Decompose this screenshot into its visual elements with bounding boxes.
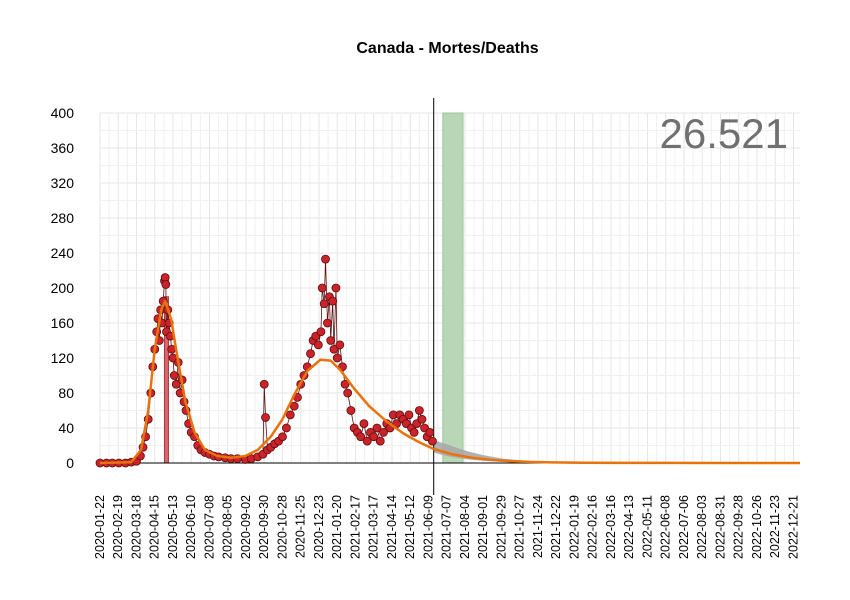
highlight-band-layer <box>442 112 464 464</box>
data-point <box>379 427 388 437</box>
x-tick-label: 2022-03-16 <box>604 495 618 559</box>
y-tick-label: 80 <box>58 385 74 401</box>
data-point <box>285 410 295 420</box>
x-tick-label: 2020-02-19 <box>111 495 125 559</box>
total-deaths-label: 26.521 <box>660 110 788 157</box>
data-point <box>161 280 171 289</box>
data-point <box>331 283 341 293</box>
data-point <box>356 432 366 442</box>
data-point <box>169 371 179 380</box>
y-tick-label: 360 <box>51 140 75 156</box>
x-tick-label: 2021-06-09 <box>421 495 435 559</box>
x-tick-label: 2020-09-02 <box>239 495 253 559</box>
data-point <box>313 340 323 350</box>
x-tick-label: 2021-11-24 <box>531 495 545 558</box>
y-tick-label: 200 <box>51 280 75 296</box>
y-tick-label: 280 <box>51 210 75 226</box>
data-point <box>369 432 379 442</box>
x-tick-label: 2021-05-12 <box>403 495 417 559</box>
data-point <box>306 349 315 359</box>
data-point <box>332 353 342 363</box>
data-point <box>278 432 287 442</box>
data-point <box>414 406 424 415</box>
x-tick-label: 2021-01-20 <box>330 495 344 559</box>
x-tick-label: 2020-09-30 <box>257 495 271 559</box>
x-tick-label: 2022-08-03 <box>695 495 709 559</box>
x-tick-label: 2022-04-13 <box>622 495 636 559</box>
data-point <box>428 436 437 446</box>
x-tick-label: 2022-09-28 <box>732 495 746 559</box>
x-tick-label: 2021-03-17 <box>367 495 381 559</box>
y-tick-labels: 0 40 80 120 160 200 240 280 320 360 400 <box>51 105 75 471</box>
data-point <box>328 296 338 306</box>
data-point <box>282 423 291 433</box>
data-point <box>289 401 299 411</box>
x-tick-label: 2021-09-29 <box>494 495 508 559</box>
data-point <box>316 327 326 337</box>
chart-title: Canada - Mortes/Deaths <box>356 40 539 57</box>
x-tick-label: 2020-07-08 <box>202 495 216 559</box>
x-tick-label: 2022-10-26 <box>750 495 764 559</box>
data-point <box>346 406 356 415</box>
y-tick-label: 120 <box>51 350 75 366</box>
x-tick-label: 2020-10-28 <box>275 495 289 559</box>
x-tick-label: 2021-12-22 <box>549 495 563 559</box>
y-tick-label: 160 <box>51 315 75 331</box>
x-tick-label: 2022-12-21 <box>786 495 800 559</box>
x-tick-label: 2022-11-23 <box>768 495 782 558</box>
data-point <box>323 318 332 328</box>
trend-line <box>99 299 801 465</box>
y-tick-label: 320 <box>51 175 75 191</box>
x-tick-label: 2021-02-17 <box>348 495 362 559</box>
x-tick-label: 2021-08-04 <box>458 495 472 559</box>
y-tick-label: 0 <box>66 455 74 471</box>
data-point <box>359 419 369 429</box>
x-tick-label: 2022-02-16 <box>586 495 600 559</box>
grid-layer <box>99 112 800 464</box>
data-point <box>317 283 327 293</box>
x-tick-label: 2022-06-08 <box>659 495 673 559</box>
x-tick-label: 2020-01-22 <box>93 495 107 559</box>
data-point <box>259 379 269 389</box>
data-point <box>409 427 419 437</box>
x-tick-label: 2021-09-01 <box>476 495 490 559</box>
x-tick-label: 2020-05-13 <box>166 495 180 559</box>
x-tick-label: 2020-03-18 <box>129 495 143 559</box>
data-point <box>375 436 385 446</box>
data-point <box>425 427 435 437</box>
data-point <box>326 336 336 345</box>
data-point <box>319 299 329 309</box>
y-tick-label: 40 <box>58 420 74 436</box>
x-tick-label: 2020-04-15 <box>148 495 162 559</box>
trend-line-layer <box>99 299 801 465</box>
data-point <box>329 344 339 354</box>
data-point <box>335 340 345 350</box>
data-point <box>261 413 270 422</box>
data-point <box>340 379 350 389</box>
x-tick-label: 2022-08-31 <box>713 495 727 559</box>
x-tick-label: 2022-05-11 <box>640 495 654 558</box>
x-tick-label: 2020-08-05 <box>221 495 235 559</box>
y-tick-label: 240 <box>51 245 75 261</box>
x-tick-label: 2020-11-25 <box>294 495 308 558</box>
points-layer <box>95 254 437 468</box>
x-tick-label: 2020-12-23 <box>312 495 326 559</box>
data-point <box>321 254 330 264</box>
highlight-band <box>442 112 464 464</box>
data-point <box>404 410 414 420</box>
x-tick-label: 2022-07-06 <box>677 495 691 559</box>
data-point <box>417 414 427 424</box>
data-point <box>372 423 382 433</box>
data-point <box>171 379 181 389</box>
x-tick-label: 2021-07-07 <box>440 495 454 559</box>
data-point <box>362 436 372 446</box>
x-tick-label: 2022-01-19 <box>567 495 581 559</box>
x-tick-label: 2020-06-10 <box>184 495 198 559</box>
data-point <box>343 388 353 398</box>
y-tick-label: 400 <box>51 105 75 121</box>
x-tick-label: 2021-04-14 <box>385 495 399 559</box>
x-tick-labels: 2020-01-22 2020-02-19 2020-03-18 2020-04-15… <box>93 495 800 559</box>
x-tick-label: 2021-10-27 <box>513 495 527 559</box>
